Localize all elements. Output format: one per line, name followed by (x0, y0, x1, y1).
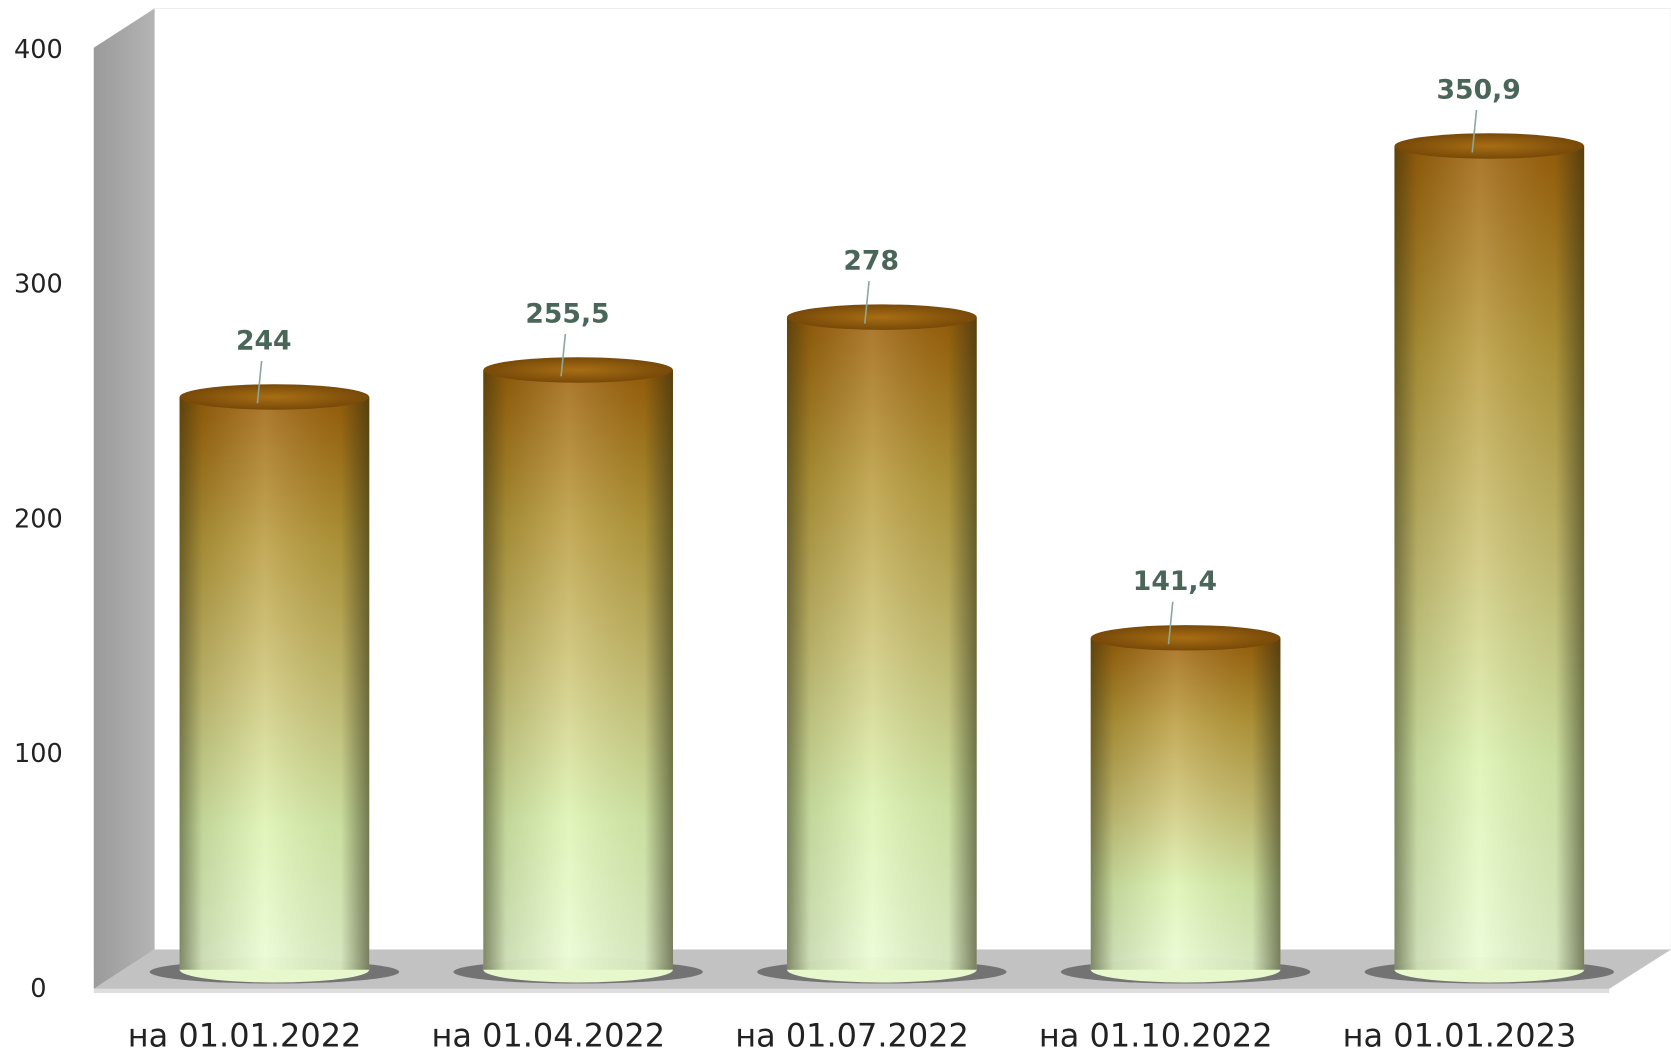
bar-shade (787, 317, 977, 970)
leader-line (864, 281, 870, 324)
floor-edge (93, 988, 1610, 994)
x-tick-label: на 01.01.2023 (1343, 1017, 1577, 1055)
bar-shade (1090, 637, 1281, 970)
value-label: 244 (236, 325, 292, 356)
leader-line (256, 360, 263, 404)
y-tick-label: 100 (14, 739, 63, 769)
bar-shade (1394, 146, 1585, 970)
value-label: 255,5 (525, 298, 609, 329)
bar-shade (179, 396, 370, 970)
bar-top (483, 357, 673, 383)
x-tick-label: на 01.04.2022 (431, 1017, 665, 1055)
y-tick-label: 200 (14, 504, 63, 534)
x-tick-label: на 01.01.2022 (128, 1017, 362, 1055)
bar-top (1394, 133, 1585, 159)
y-tick-label: 400 (14, 35, 63, 65)
side-wall (93, 8, 155, 989)
bar-top (787, 304, 977, 330)
x-tick-label: на 01.07.2022 (735, 1017, 969, 1055)
bar-top (1090, 625, 1281, 651)
value-label: 350,9 (1437, 74, 1521, 105)
bar-shade (483, 369, 673, 970)
value-label: 278 (843, 246, 899, 277)
leader-line (1167, 601, 1174, 645)
bar-top (179, 384, 370, 410)
y-tick-label: 0 (30, 974, 46, 1004)
value-label: 141,4 (1133, 566, 1217, 597)
y-tick-label: 300 (14, 270, 63, 300)
x-tick-label: на 01.10.2022 (1039, 1017, 1273, 1055)
leader-line (1471, 109, 1478, 153)
leader-line (560, 333, 567, 377)
